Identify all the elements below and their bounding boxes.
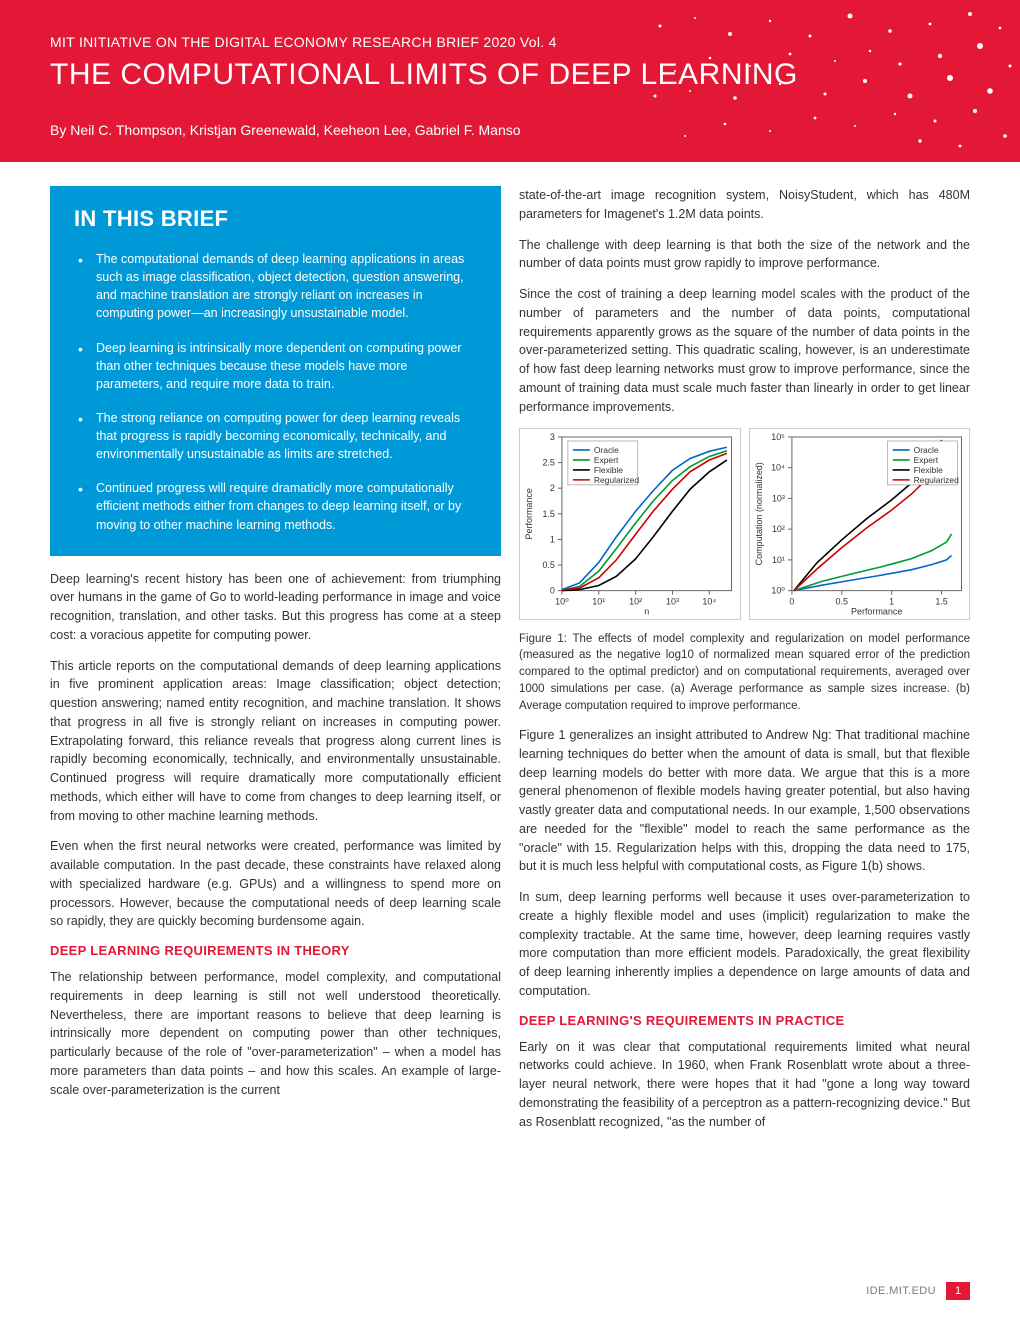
svg-text:0.5: 0.5 [835, 597, 847, 607]
paragraph: Deep learning's recent history has been … [50, 570, 501, 645]
svg-text:0.5: 0.5 [542, 560, 554, 570]
svg-text:10⁰: 10⁰ [771, 586, 785, 596]
paragraph: state-of-the-art image recognition syste… [519, 186, 970, 224]
svg-text:Expert: Expert [913, 455, 938, 465]
brief-item: Continued progress will require dramatic… [74, 479, 477, 533]
header: MIT INITIATIVE ON THE DIGITAL ECONOMY RE… [0, 0, 1020, 162]
figure-caption: Figure 1: The effects of model complexit… [519, 631, 970, 714]
svg-text:10⁰: 10⁰ [555, 597, 569, 607]
svg-text:n: n [644, 607, 649, 617]
svg-text:Performance: Performance [524, 488, 534, 539]
svg-text:1.5: 1.5 [935, 597, 947, 607]
footer: IDE.MIT.EDU 1 [866, 1282, 970, 1300]
svg-text:1: 1 [550, 535, 555, 545]
svg-text:Expert: Expert [594, 455, 619, 465]
brief-item: The strong reliance on computing power f… [74, 409, 477, 463]
page: MIT INITIATIVE ON THE DIGITAL ECONOMY RE… [0, 0, 1020, 1320]
paragraph: The challenge with deep learning is that… [519, 236, 970, 274]
footer-url: IDE.MIT.EDU [866, 1285, 936, 1297]
svg-text:10⁴: 10⁴ [702, 597, 716, 607]
svg-text:0: 0 [550, 586, 555, 596]
brief-title: IN THIS BRIEF [74, 206, 477, 232]
content: IN THIS BRIEF The computational demands … [0, 162, 1020, 1183]
left-column: IN THIS BRIEF The computational demands … [50, 186, 501, 1143]
svg-text:10²: 10² [629, 597, 642, 607]
svg-text:0: 0 [789, 597, 794, 607]
svg-text:Performance: Performance [851, 607, 902, 617]
svg-text:3: 3 [550, 432, 555, 442]
brief-box: IN THIS BRIEF The computational demands … [50, 186, 501, 556]
paragraph: In sum, deep learning performs well beca… [519, 888, 970, 1001]
svg-text:1.5: 1.5 [542, 509, 554, 519]
paragraph: Even when the first neural networks were… [50, 837, 501, 931]
figure-1: 10⁰ 10¹ 10² 10³ 10⁴ 0 0.5 1 1.5 2 2.5 3 n Performance… [519, 428, 970, 625]
svg-text:Oracle: Oracle [913, 445, 938, 455]
paragraph: The relationship between performance, mo… [50, 968, 501, 1099]
svg-text:10¹: 10¹ [771, 555, 784, 565]
brief-item: Deep learning is intrinsically more depe… [74, 339, 477, 393]
chart-b: 0 0.5 1 1.5 10⁰ 10¹ 10² 10³ 10⁴ 10⁵ Performance Com… [749, 428, 971, 625]
paragraph: This article reports on the computationa… [50, 657, 501, 826]
svg-text:10³: 10³ [771, 494, 784, 504]
paragraph: Figure 1 generalizes an insight attribut… [519, 726, 970, 876]
header-decoration [640, 0, 1020, 162]
svg-text:10²: 10² [771, 524, 784, 534]
svg-text:Regularized: Regularized [594, 475, 639, 485]
svg-text:10⁵: 10⁵ [771, 432, 785, 442]
section-heading-theory: DEEP LEARNING REQUIREMENTS IN THEORY [50, 943, 501, 958]
svg-text:Flexible: Flexible [913, 465, 942, 475]
brief-list: The computational demands of deep learni… [74, 250, 477, 534]
svg-text:Oracle: Oracle [594, 445, 619, 455]
svg-text:Regularized: Regularized [913, 475, 958, 485]
right-column: state-of-the-art image recognition syste… [519, 186, 970, 1143]
footer-page-number: 1 [946, 1282, 970, 1300]
svg-text:10⁴: 10⁴ [771, 463, 785, 473]
paragraph: Since the cost of training a deep learni… [519, 285, 970, 416]
svg-text:2.5: 2.5 [542, 458, 554, 468]
paragraph: Early on it was clear that computational… [519, 1038, 970, 1132]
chart-a: 10⁰ 10¹ 10² 10³ 10⁴ 0 0.5 1 1.5 2 2.5 3 n Performance… [519, 428, 741, 625]
svg-text:Flexible: Flexible [594, 465, 623, 475]
brief-item: The computational demands of deep learni… [74, 250, 477, 323]
svg-text:2: 2 [550, 483, 555, 493]
svg-text:Computation (normalized): Computation (normalized) [753, 462, 763, 565]
svg-text:1: 1 [889, 597, 894, 607]
svg-text:10¹: 10¹ [592, 597, 605, 607]
svg-text:10³: 10³ [666, 597, 679, 607]
section-heading-practice: DEEP LEARNING'S REQUIREMENTS IN PRACTICE [519, 1013, 970, 1028]
